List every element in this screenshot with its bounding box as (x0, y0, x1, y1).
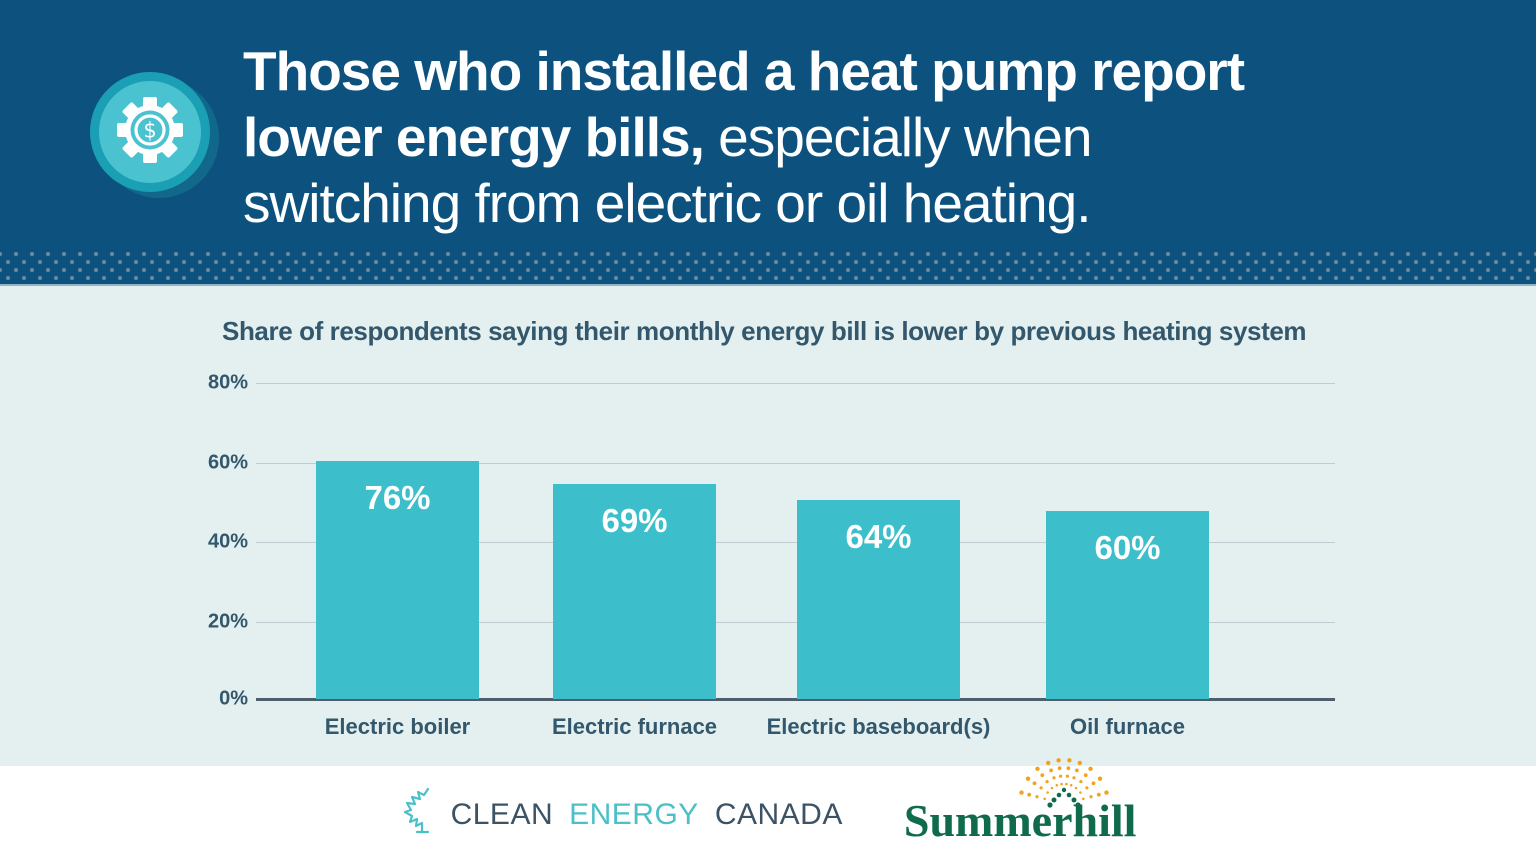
gridline (256, 542, 1335, 543)
x-axis-label: Oil furnace (1070, 714, 1185, 739)
x-axis-baseline (256, 698, 1335, 701)
money-gear-badge: $ (90, 72, 222, 202)
x-axis-label: Electric boiler (324, 714, 471, 739)
bar: 60% (1046, 510, 1209, 699)
gridline (256, 383, 1335, 384)
bar-value-label: 64% (845, 517, 912, 555)
gridline (256, 462, 1335, 464)
dotted-pattern-band (0, 252, 1536, 286)
y-axis-tick-label: 80% (207, 371, 248, 394)
svg-text:$: $ (143, 118, 156, 142)
y-axis-tick-label: 40% (207, 530, 248, 553)
cec-word-clean: CLEAN (450, 798, 554, 831)
cec-word-energy: ENERGY (569, 798, 699, 831)
x-axis-label: Electric furnace (551, 714, 718, 739)
title-line-3: switching from electric or oil heating. (243, 172, 1091, 234)
title-line-1: Those who installed a heat pump report (243, 40, 1245, 102)
plot-area: 0% 20% 40% 60% 80% 76% Electric boiler 69% Elect… (208, 372, 1335, 739)
bar-value-label: 60% (1094, 528, 1161, 566)
maple-leaf-icon (403, 787, 435, 843)
y-axis-tick-label: 20% (207, 610, 248, 632)
badge-circle: $ (90, 72, 210, 192)
page-title: Those who installed a heat pump report l… (243, 38, 1245, 236)
y-axis-tick-label: 60% (207, 451, 248, 473)
money-gear-icon: $ (116, 96, 184, 169)
bar-value-label: 76% (364, 478, 431, 516)
summerhill-logo: Summerhill (903, 757, 1137, 847)
chart-title: Share of respondents saying their monthl… (222, 316, 1307, 346)
header: $ Those who installed a heat pump report… (0, 0, 1536, 252)
cec-word-canada: CANADA (714, 798, 843, 831)
bar: 69% (553, 483, 716, 699)
footer: CLEAN ENERGY CANADA (0, 757, 1536, 864)
x-axis-label: Electric baseboard(s) (766, 714, 991, 739)
clean-energy-canada-logo: CLEAN ENERGY CANADA (400, 787, 846, 843)
gridline (256, 621, 1335, 623)
bar-value-label: 69% (601, 501, 668, 539)
bar: 76% (316, 460, 479, 699)
title-line-2: lower energy bills, especially when (243, 106, 1092, 168)
bar: 64% (797, 499, 960, 699)
summerhill-wordmark: Summerhill (903, 794, 1137, 846)
y-axis-tick-label: 0% (219, 687, 248, 710)
sunburst-icon (1009, 750, 1119, 819)
